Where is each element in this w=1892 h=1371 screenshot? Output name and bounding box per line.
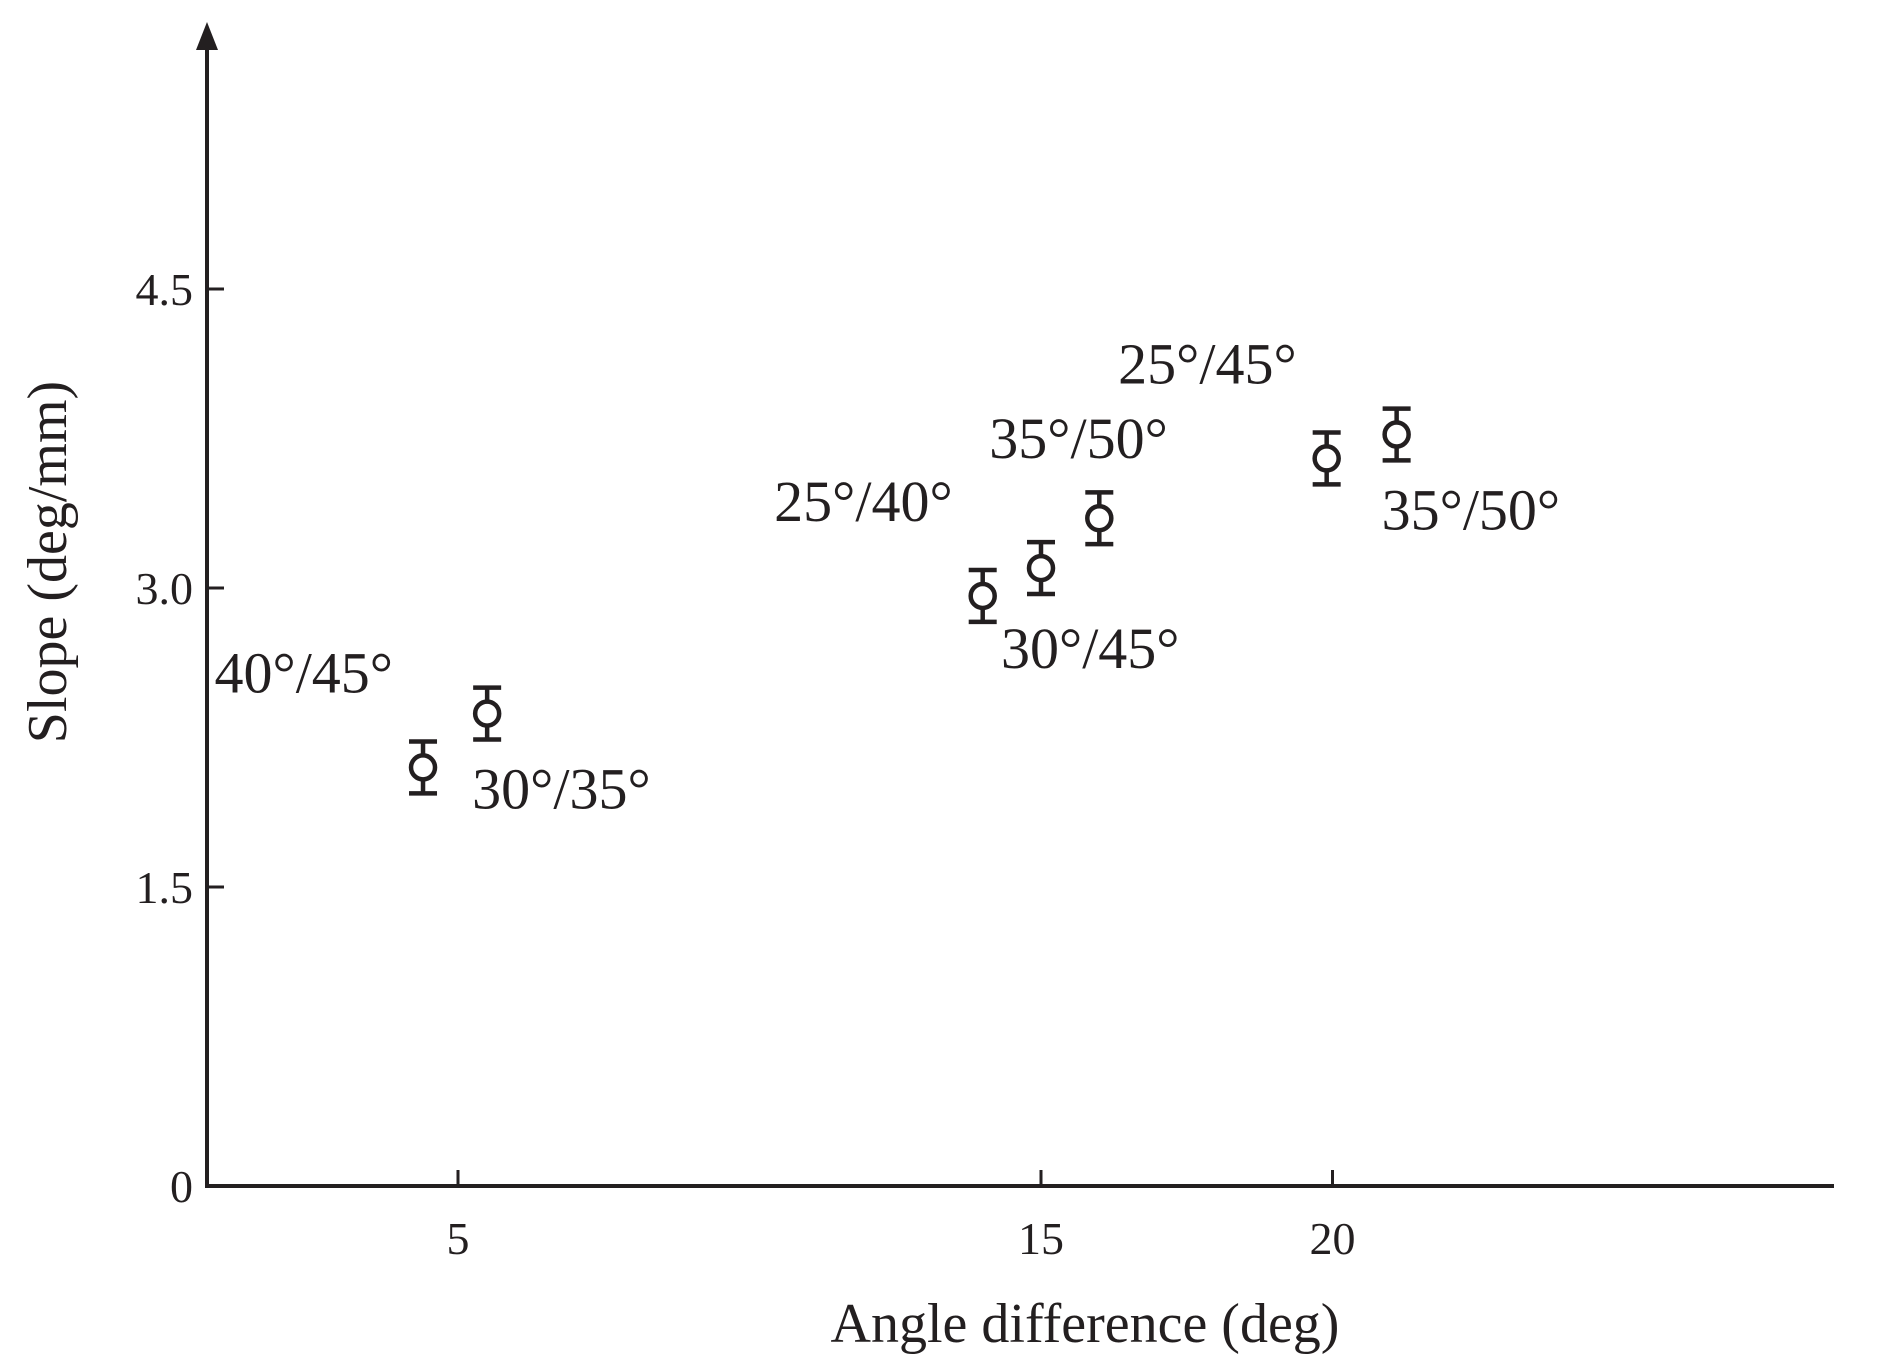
ticks: 5 15 20 0 1.5 3.0 4.5	[136, 264, 1356, 1264]
data-point-group: 30°/45°	[1001, 539, 1180, 681]
y-tick-label: 4.5	[136, 264, 194, 315]
y-axis-arrow	[196, 22, 218, 50]
point-label: 30°/45°	[1001, 616, 1180, 681]
data-point-group: 25°/40°	[774, 469, 997, 625]
data-point-group: 40°/45°	[215, 640, 438, 796]
point-label: 25°/40°	[774, 469, 953, 534]
point-label: 35°/50°	[989, 406, 1168, 471]
axes	[196, 22, 1834, 1188]
data-points: 40°/45° 30°/35° 25°/40° 30°/45° 35°/50° 25°/4…	[215, 331, 1561, 821]
data-point	[968, 581, 997, 611]
data-point-group: 35°/50°	[1382, 406, 1561, 543]
x-tick-label: 15	[1018, 1213, 1064, 1264]
x-tick-label: 20	[1310, 1213, 1356, 1264]
x-axis-title: Angle difference (deg)	[831, 1293, 1340, 1355]
point-label: 35°/50°	[1382, 478, 1561, 543]
y-axis-title: Slope (deg/mm)	[17, 381, 79, 743]
point-label: 25°/45°	[1118, 331, 1297, 396]
data-point-group: 35°/50°	[989, 406, 1168, 547]
data-point	[1312, 444, 1341, 473]
y-tick-label: 0	[170, 1161, 193, 1212]
data-point	[1382, 420, 1411, 449]
point-label: 30°/35°	[472, 757, 651, 822]
y-tick-label: 3.0	[136, 563, 194, 614]
data-point	[1026, 553, 1056, 583]
data-point	[472, 699, 502, 728]
point-label: 40°/45°	[215, 640, 394, 705]
data-point-group: 25°/45°	[1118, 331, 1341, 487]
data-point	[408, 753, 438, 782]
data-point-group: 30°/35°	[472, 685, 651, 822]
x-tick-label: 5	[447, 1213, 470, 1264]
data-point	[1085, 503, 1114, 533]
y-tick-label: 1.5	[136, 862, 194, 913]
